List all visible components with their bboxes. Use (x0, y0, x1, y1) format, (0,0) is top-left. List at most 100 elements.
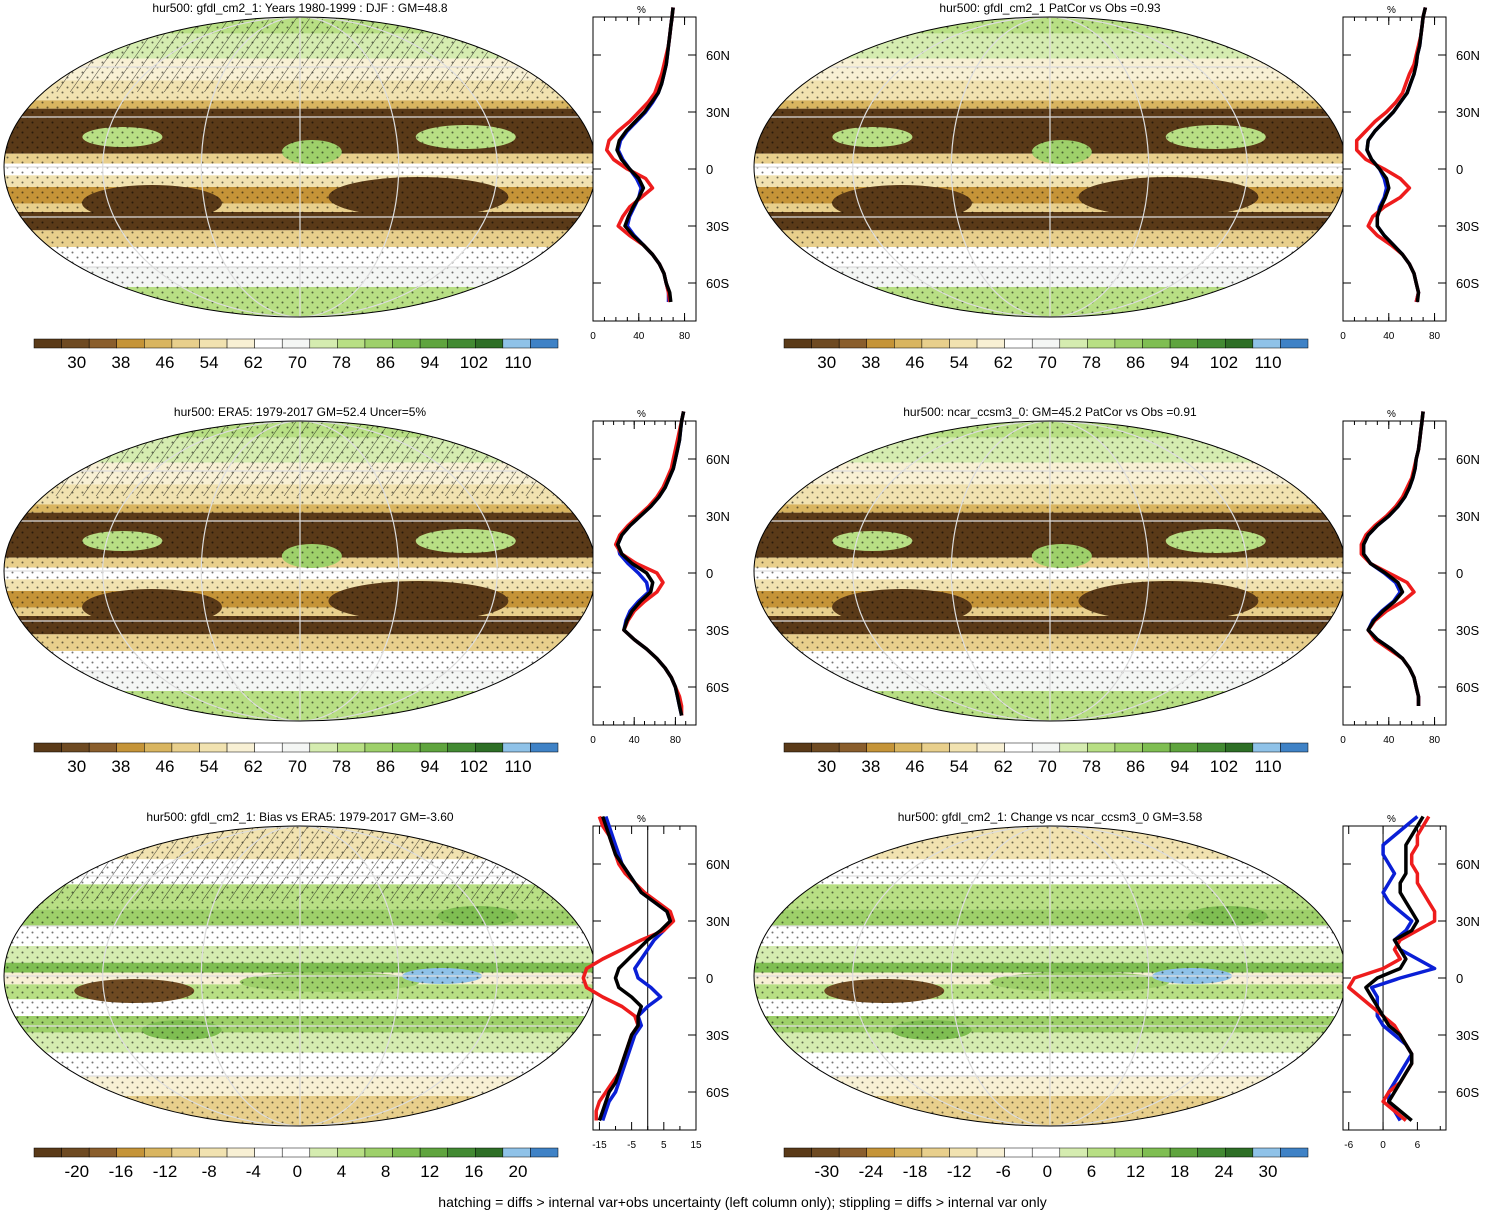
graticule-lon (200, 826, 301, 1126)
colorbar-tick-label: 86 (376, 353, 395, 372)
colorbar-swatch (1142, 742, 1171, 753)
colorbar-swatch (1197, 742, 1226, 753)
colorbar-tick-label: 70 (1038, 757, 1057, 776)
colorbar-swatch (838, 742, 867, 753)
graticule-lon (102, 17, 301, 317)
colorbar-tick-label: 30 (817, 353, 836, 372)
colorbar-tick-label: 78 (1082, 353, 1101, 372)
graticule-lon (852, 17, 1051, 317)
graticule-lon (950, 17, 1051, 317)
colorbar-tick-label: 12 (420, 1162, 439, 1181)
colorbar-swatch (419, 742, 448, 753)
colorbar-swatch (1280, 1147, 1309, 1158)
colorbar-swatch (309, 1147, 338, 1158)
colorbar-swatch (949, 742, 978, 753)
panel-title: hur500: gfdl_cm2_1: Years 1980-1999 : DJ… (152, 1, 448, 15)
colorbar-tick-label: -16 (109, 1162, 134, 1181)
profile-unit-label: % (1387, 5, 1396, 16)
colorbar-tick-label: 54 (950, 757, 969, 776)
profile-lat-label: 60N (1456, 857, 1480, 872)
profile-series-line (1364, 815, 1425, 1122)
profile-frame (1342, 16, 1447, 322)
colorbar-swatch (838, 1147, 867, 1158)
colorbar-tick-label: 102 (1210, 757, 1238, 776)
colorbar-tick-label: -12 (153, 1162, 178, 1181)
profile-xtick-label: 0 (1380, 1140, 1386, 1151)
profile-lat-label: 30S (706, 1028, 729, 1043)
colorbar-swatch (1169, 338, 1198, 349)
profile-lat-label: 30S (1456, 219, 1479, 234)
graticule-lon (1049, 826, 1248, 1126)
colorbar-swatch (281, 742, 311, 753)
colorbar-swatch (144, 338, 173, 349)
colorbar-swatch (33, 338, 62, 349)
colorbar-swatch (921, 742, 950, 753)
graticule-lon (299, 826, 400, 1126)
panel-title: hur500: ERA5: 1979-2017 GM=52.4 Uncer=5% (174, 405, 426, 419)
colorbar-tick-label: 94 (420, 353, 439, 372)
colorbar-tick-label: 24 (1214, 1162, 1233, 1181)
colorbar-tick-label: 62 (994, 353, 1013, 372)
colorbar-swatch (783, 1147, 812, 1158)
colorbar-swatch (783, 742, 812, 753)
colorbar-swatch (419, 338, 448, 349)
colorbar-tick-label: 110 (504, 757, 531, 776)
profile-unit-label: % (637, 5, 646, 16)
colorbar-swatch (1031, 742, 1061, 753)
colorbar-swatch (530, 1147, 559, 1158)
colorbar-swatch (171, 338, 200, 349)
colorbar-swatch (254, 742, 283, 753)
colorbar-swatch (447, 338, 476, 349)
colorbar-tick-label: 94 (1170, 353, 1189, 372)
colorbar-swatch (976, 1147, 1005, 1158)
profile-lat-label: 30S (706, 219, 729, 234)
colorbar-swatch (309, 742, 338, 753)
colorbar-swatch (1225, 742, 1254, 753)
colorbar-tick-label: 86 (1126, 757, 1145, 776)
profile-lat-label: 30N (706, 509, 730, 524)
colorbar-swatch (1169, 1147, 1198, 1158)
colorbar-swatch (1225, 338, 1254, 349)
profile-lat-label: 60S (706, 1085, 729, 1100)
colorbar-tick-label: 86 (1126, 353, 1145, 372)
colorbar-swatch (976, 742, 1005, 753)
colorbar-swatch (1197, 1147, 1226, 1158)
colorbar-swatch (1225, 1147, 1254, 1158)
profile-unit-label: % (1387, 409, 1396, 420)
figure-footer-note: hatching = diffs > internal var+obs unce… (438, 1194, 1047, 1210)
colorbar-swatch (171, 742, 200, 753)
panel-2: hur500: gfdl_cm2_1 PatCor vs Obs =0.93 30… (753, 1, 1480, 372)
profile-lat-label: 0 (706, 162, 713, 177)
colorbar-swatch (1087, 742, 1116, 753)
panel-title: hur500: ncar_ccsm3_0: GM=45.2 PatCor vs … (903, 405, 1197, 419)
map-5 (4, 826, 596, 1126)
graticule-lon (1049, 17, 1150, 317)
colorbar-tick-label: 46 (156, 757, 175, 776)
colorbar-tick-label: 30 (67, 353, 86, 372)
colorbar-swatch (337, 338, 366, 349)
profile-frame (592, 825, 697, 1131)
colorbar-swatch (921, 1147, 950, 1158)
profile-xtick-label: 40 (629, 735, 641, 746)
colorbar-swatch (783, 338, 812, 349)
profile-xtick-label: -6 (1344, 1140, 1353, 1151)
profile-xtick-label: 6 (1415, 1140, 1421, 1151)
colorbar-swatch (502, 742, 531, 753)
colorbar-swatch (447, 742, 476, 753)
colorbar-tick-label: 78 (1082, 757, 1101, 776)
colorbar-swatch (254, 338, 283, 349)
colorbar-swatch (1004, 742, 1033, 753)
map-6 (754, 826, 1346, 1126)
profile-xtick-label: 40 (1383, 331, 1395, 342)
profile-lat-label: 60S (706, 276, 729, 291)
colorbar-tick-label: 46 (906, 353, 925, 372)
colorbar-swatch (116, 1147, 145, 1158)
profile-lat-label: 60S (1456, 1085, 1479, 1100)
profile-lat-label: 30N (1456, 914, 1480, 929)
colorbar-swatch (447, 1147, 476, 1158)
colorbar-swatch (894, 338, 923, 349)
colorbar-swatch (226, 338, 255, 349)
colorbar-tick-label: 38 (111, 353, 130, 372)
colorbar-swatch (1142, 1147, 1171, 1158)
profile-lat-label: 30N (1456, 105, 1480, 120)
